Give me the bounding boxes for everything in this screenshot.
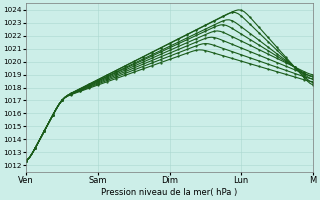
X-axis label: Pression niveau de la mer( hPa ): Pression niveau de la mer( hPa ) (101, 188, 238, 197)
